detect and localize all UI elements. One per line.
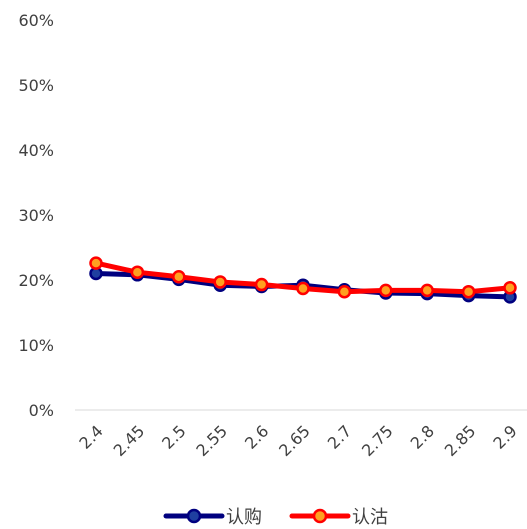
x-tick-label: 2.45 — [110, 421, 149, 460]
legend-label: 认沽 — [352, 507, 388, 528]
data-point — [89, 256, 103, 270]
data-point — [503, 281, 517, 295]
y-tick-label: 10% — [18, 336, 54, 355]
series-layer — [89, 256, 517, 304]
x-tick-label: 2.4 — [75, 421, 106, 452]
y-tick-label: 50% — [18, 76, 54, 95]
x-tick-label: 2.75 — [358, 421, 397, 460]
x-tick-label: 2.9 — [489, 421, 520, 452]
y-tick-label: 40% — [18, 141, 54, 160]
data-point — [420, 283, 434, 298]
data-point — [296, 281, 310, 296]
data-point — [337, 284, 352, 299]
data-point — [213, 275, 227, 289]
x-tick-label: 2.7 — [324, 421, 355, 452]
legend-label: 认购 — [226, 507, 262, 528]
y-tick-label: 60% — [18, 11, 54, 30]
data-point — [461, 284, 476, 299]
y-tick-label: 20% — [18, 271, 54, 290]
legend-item: 认购 — [163, 507, 262, 528]
x-tick-label: 2.8 — [407, 421, 438, 452]
legend: 认购 认沽 — [163, 507, 388, 528]
x-tick-label: 2.65 — [275, 421, 314, 460]
y-tick-label: 30% — [18, 206, 54, 225]
series-2 — [89, 256, 517, 299]
x-axis-tick-labels: 2.4 2.45 2.5 2.55 2.6 2.65 2.7 2.75 2.8 2.85 2.9 — [75, 421, 520, 460]
legend-item: 认沽 — [289, 507, 388, 528]
x-tick-label: 2.85 — [441, 421, 480, 460]
x-tick-label: 2.55 — [192, 421, 231, 460]
data-point — [130, 265, 145, 279]
legend-marker — [312, 508, 328, 524]
data-point — [172, 270, 186, 284]
y-tick-label: 0% — [29, 401, 54, 420]
x-tick-label: 2.5 — [158, 421, 189, 452]
y-axis-tick-labels: 0% 10% 20% 30% 40% 50% 60% — [18, 11, 54, 420]
legend-marker — [186, 508, 202, 524]
data-point — [379, 283, 393, 298]
x-tick-label: 2.6 — [241, 421, 272, 452]
data-point — [254, 277, 269, 292]
